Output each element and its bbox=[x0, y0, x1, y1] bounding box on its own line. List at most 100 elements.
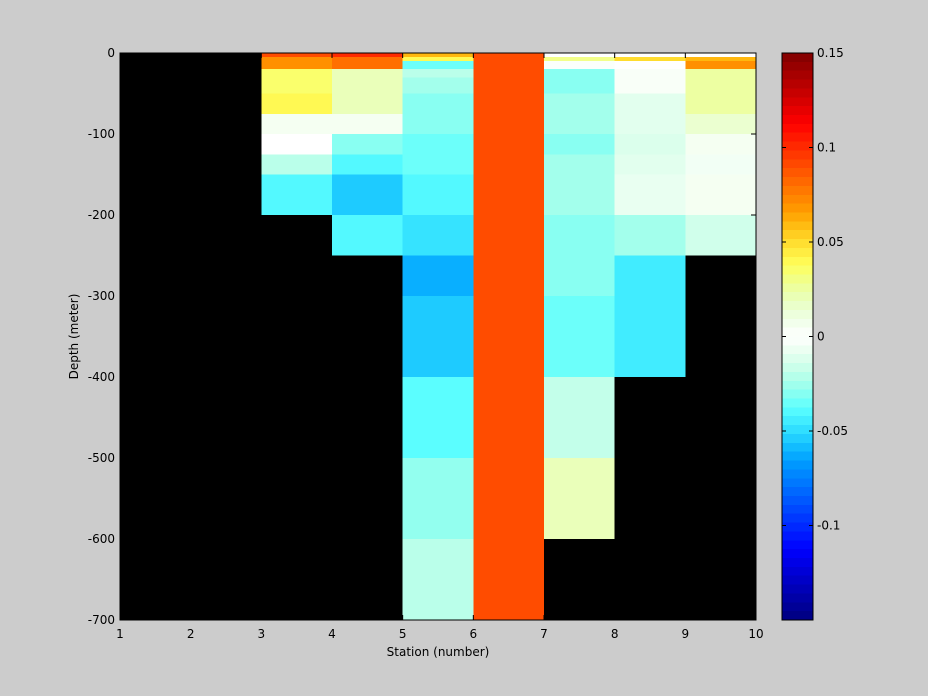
colorbar-segment bbox=[782, 389, 813, 400]
colorbar-segment bbox=[782, 168, 813, 178]
heatmap-cell bbox=[685, 215, 756, 256]
colorbar-segment bbox=[782, 61, 813, 72]
colorbar-segment bbox=[782, 398, 813, 408]
heatmap-cell bbox=[614, 296, 686, 377]
x-tick-label: 10 bbox=[748, 627, 763, 641]
colorbar-segment bbox=[782, 301, 813, 311]
heatmap-cell bbox=[685, 53, 756, 58]
colorbar-segment bbox=[782, 469, 813, 479]
colorbar-segment bbox=[782, 115, 813, 125]
heatmap-cell bbox=[614, 174, 686, 215]
colorbar: 0.15 0.1 0.05 0 -0.05 -0.1 bbox=[781, 46, 848, 621]
heatmap-cell bbox=[544, 93, 615, 134]
colorbar-tick-label: -0.1 bbox=[817, 519, 840, 533]
y-tick-label: -200 bbox=[88, 208, 115, 222]
heatmap-cell bbox=[402, 53, 474, 58]
x-tick-label: 7 bbox=[540, 627, 548, 641]
heatmap-cell bbox=[544, 57, 615, 62]
heatmap-cell bbox=[402, 174, 474, 215]
heatmap-cell bbox=[261, 134, 332, 155]
heatmap-cell bbox=[402, 61, 474, 70]
heatmap-cell bbox=[261, 154, 332, 175]
colorbar-segment bbox=[782, 575, 813, 586]
colorbar-segment bbox=[782, 522, 813, 532]
heatmap-cell bbox=[614, 93, 686, 134]
heatmap-cell bbox=[402, 296, 474, 377]
colorbar-segment bbox=[782, 230, 813, 240]
colorbar-segment bbox=[782, 53, 813, 63]
colorbar-segment bbox=[782, 602, 813, 612]
y-tick-label: -100 bbox=[88, 127, 115, 141]
heatmap-cell bbox=[614, 154, 686, 175]
colorbar-segment bbox=[782, 79, 813, 89]
colorbar-segment bbox=[782, 460, 813, 470]
heatmap-cell bbox=[685, 154, 756, 175]
heatmap-cells bbox=[261, 53, 756, 620]
heatmap-cell bbox=[544, 174, 615, 215]
colorbar-segment bbox=[782, 425, 813, 435]
colorbar-segment bbox=[782, 336, 813, 346]
heatmap-cell bbox=[402, 57, 474, 62]
heatmap-cell bbox=[332, 53, 403, 58]
heatmap-cell bbox=[544, 296, 615, 377]
y-tick-label: -500 bbox=[88, 451, 115, 465]
heatmap-cell bbox=[685, 69, 756, 94]
colorbar-segment bbox=[782, 274, 813, 284]
heatmap-cell bbox=[261, 93, 332, 114]
colorbar-tick-label: 0.15 bbox=[817, 46, 844, 60]
colorbar-segment bbox=[782, 416, 813, 426]
x-tick-label: 5 bbox=[399, 627, 407, 641]
colorbar-segment bbox=[782, 150, 813, 160]
colorbar-ticks: 0.15 0.1 0.05 0 -0.05 -0.1 bbox=[782, 46, 848, 533]
colorbar-segment bbox=[782, 123, 813, 134]
colorbar-segment bbox=[782, 221, 813, 231]
heatmap-cell bbox=[614, 53, 686, 58]
colorbar-segment bbox=[782, 97, 813, 107]
colorbar-tick-label: -0.05 bbox=[817, 424, 848, 438]
heatmap-cell bbox=[544, 215, 615, 256]
x-tick-label: 9 bbox=[682, 627, 690, 641]
heatmap-cell bbox=[614, 61, 686, 70]
heatmap-cell bbox=[332, 57, 403, 70]
heatmap-cell bbox=[332, 134, 403, 155]
heatmap-cell bbox=[332, 174, 403, 215]
y-axis-label: Depth (meter) bbox=[67, 294, 81, 380]
colorbar-tick-label: 0.05 bbox=[817, 235, 844, 249]
heatmap-cell bbox=[544, 255, 615, 296]
x-tick-label: 8 bbox=[611, 627, 619, 641]
x-tick-label: 4 bbox=[328, 627, 336, 641]
x-axis: 1 2 3 4 5 6 7 8 9 10 bbox=[116, 53, 764, 641]
heatmap-cell bbox=[685, 174, 756, 215]
x-tick-label: 2 bbox=[187, 627, 195, 641]
colorbar-tick-label: 0.1 bbox=[817, 141, 836, 155]
colorbar-segment bbox=[782, 611, 813, 621]
y-tick-label: -300 bbox=[88, 289, 115, 303]
colorbar-segment bbox=[782, 141, 813, 151]
heatmap-cell bbox=[544, 458, 615, 539]
colorbar-segment bbox=[782, 256, 813, 267]
colorbar-segment bbox=[782, 159, 813, 169]
colorbar-segment bbox=[782, 327, 813, 337]
heatmap-cell bbox=[402, 458, 474, 539]
colorbar-segment bbox=[782, 354, 813, 364]
colorbar-segment bbox=[782, 106, 813, 116]
colorbar-segment bbox=[782, 442, 813, 453]
heatmap-cell bbox=[685, 113, 756, 134]
y-tick-label: -700 bbox=[88, 613, 115, 627]
plot-area bbox=[119, 52, 757, 621]
colorbar-segment bbox=[782, 318, 813, 329]
colorbar-segment bbox=[782, 363, 813, 373]
heatmap-cell bbox=[614, 69, 686, 94]
heatmap-cell bbox=[544, 61, 615, 70]
colorbar-segment bbox=[782, 309, 813, 320]
heatmap-cell bbox=[402, 93, 474, 134]
colorbar-segment bbox=[782, 194, 813, 205]
colorbar-segment bbox=[782, 247, 813, 258]
heatmap-cell bbox=[402, 134, 474, 155]
x-tick-label: 3 bbox=[258, 627, 266, 641]
colorbar-segment bbox=[782, 549, 813, 559]
colorbar-segment bbox=[782, 433, 813, 444]
x-tick-label: 1 bbox=[116, 627, 124, 641]
colorbar-segment bbox=[782, 212, 813, 222]
heatmap-cell bbox=[544, 53, 615, 58]
